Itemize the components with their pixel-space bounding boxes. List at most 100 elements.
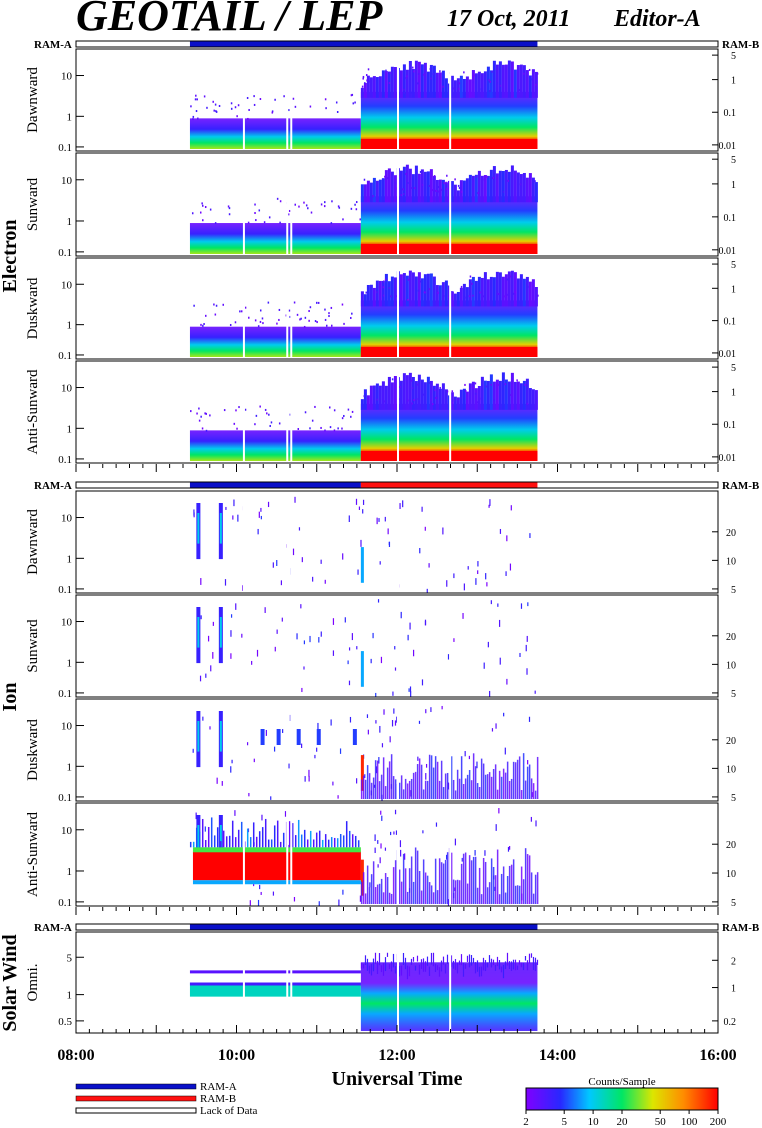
electron-edge-4 xyxy=(393,375,397,410)
electron-speck-4 xyxy=(311,419,314,422)
ion-speck-7 xyxy=(468,755,471,760)
sw-speck xyxy=(462,962,465,977)
ion-noise-8 xyxy=(404,868,407,904)
ion-speck-6 xyxy=(409,622,411,630)
left-tick-label-2-1: 1 xyxy=(67,216,73,228)
sw-speck xyxy=(426,956,429,966)
electron-speck-2 xyxy=(435,189,437,192)
sw-speck xyxy=(414,965,417,971)
electron-edge-1 xyxy=(444,78,448,98)
ion-noise-8 xyxy=(526,854,529,904)
x-tick-label-3: 14:00 xyxy=(539,1047,576,1064)
panel-frame-6 xyxy=(75,594,719,698)
ion-speck-5 xyxy=(233,499,235,507)
electron-speck-3 xyxy=(325,324,328,327)
colorbar-scale xyxy=(525,1087,719,1111)
electron-edge-3 xyxy=(534,287,538,307)
ion-speck-5 xyxy=(453,573,455,579)
electron-edge-1 xyxy=(459,75,463,98)
electron-edge-3 xyxy=(411,272,415,307)
panel-4: 10 1 0.1 5 1 0.1 0.01 Anti-Sunward xyxy=(25,360,736,466)
ion-noise-8 xyxy=(468,855,471,904)
ion-speck-8 xyxy=(393,831,395,835)
electron-edge-2 xyxy=(375,180,379,203)
electron-speck-2 xyxy=(405,172,407,175)
electron-edge-1 xyxy=(420,64,424,98)
electron-speck-1 xyxy=(458,87,460,90)
electron-edge-2 xyxy=(390,171,394,203)
electron-edge-1 xyxy=(366,75,370,98)
ion-speck-6 xyxy=(207,635,210,642)
ion-speck-5 xyxy=(384,516,386,522)
electron-edge-3 xyxy=(435,285,439,307)
electron-speck-2 xyxy=(458,186,461,189)
sw-speck xyxy=(532,956,535,971)
page-title: GEOTAIL / LEP xyxy=(76,0,384,40)
ion-noise-8 xyxy=(522,879,525,904)
electron-speck-3 xyxy=(213,303,215,306)
ion-band-spikes xyxy=(276,820,279,848)
ion-speck-5 xyxy=(237,514,239,522)
ion-noise-8 xyxy=(470,860,473,904)
ion-noise-8 xyxy=(498,894,501,904)
ion-speck-5 xyxy=(446,580,448,587)
electron-speck-2 xyxy=(446,188,448,191)
ion-speck-8 xyxy=(272,891,275,896)
ion-speck-5 xyxy=(298,527,301,531)
electron-edge-4 xyxy=(468,383,472,410)
electron-edge-1 xyxy=(480,73,484,98)
electron-speck-1 xyxy=(417,72,420,75)
sw-speck xyxy=(460,954,463,966)
electron-edge-1 xyxy=(405,69,409,98)
ion-noise-7 xyxy=(422,789,425,799)
electron-edge-1 xyxy=(408,60,412,98)
panel-spectrogram-9 xyxy=(189,932,539,1033)
electron-speck-3 xyxy=(316,321,318,324)
ion-speck-6 xyxy=(526,635,528,642)
electron-edge-2 xyxy=(399,170,403,203)
ion-band-spikes xyxy=(342,835,345,848)
ion-speck-5 xyxy=(301,557,303,563)
electron-edge-1 xyxy=(360,87,364,98)
ion-noise-7 xyxy=(374,760,377,799)
electron-speck-2 xyxy=(303,201,305,204)
panel-label-1: Dawnward xyxy=(25,67,41,133)
electron-speck-4 xyxy=(389,378,391,381)
electron-speck-2 xyxy=(402,193,405,196)
electron-edge-4 xyxy=(360,399,364,410)
ion-noise-7 xyxy=(364,779,367,799)
ion-speck-6 xyxy=(421,679,424,686)
electron-edge-1 xyxy=(426,71,430,98)
electron-edge-3 xyxy=(483,272,487,307)
ion-speck-5 xyxy=(475,578,477,585)
ion-noise-7 xyxy=(496,789,499,799)
ion-speck-7 xyxy=(383,709,385,715)
electron-speck-4 xyxy=(278,422,281,425)
electron-edge-3 xyxy=(492,277,496,307)
electron-speck-3 xyxy=(202,324,204,327)
legend-ram-b-label: RAM-B xyxy=(200,1093,236,1105)
electron-speck-3 xyxy=(324,318,327,321)
electron-speck-4 xyxy=(363,395,366,398)
ion-speck-6 xyxy=(525,644,527,652)
colorbar-tick-label-4: 50 xyxy=(655,1116,667,1128)
ion-burst-core-7-0 xyxy=(197,721,200,752)
ion-speck-7 xyxy=(425,763,428,768)
data-gap-3-2 xyxy=(290,258,293,359)
ion-speck-7 xyxy=(425,709,427,714)
electron-speck-1 xyxy=(489,80,491,83)
ion-noise-8 xyxy=(374,887,377,904)
ion-noise-8 xyxy=(482,857,485,904)
electron-speck-2 xyxy=(483,178,486,181)
data-gap-1-1 xyxy=(286,49,289,151)
data-gap-8-3 xyxy=(397,803,399,906)
electron-speck-4 xyxy=(205,429,208,432)
ion-speck-8 xyxy=(260,891,262,895)
ion-noise-8 xyxy=(516,885,519,904)
electron-edge-3 xyxy=(378,280,382,307)
electron-edge-3 xyxy=(405,275,409,307)
electron-speck-2 xyxy=(387,177,389,180)
sw-speck xyxy=(510,961,513,971)
electron-edge-4 xyxy=(492,381,496,410)
ion-speck-7 xyxy=(528,716,531,722)
